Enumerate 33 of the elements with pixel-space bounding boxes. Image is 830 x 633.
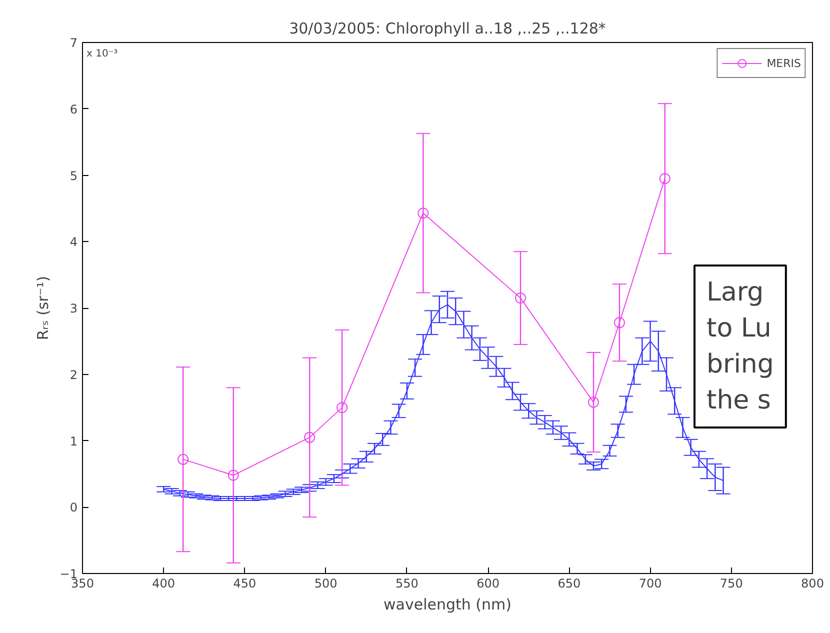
y-tick-label: 3 xyxy=(70,302,78,316)
point xyxy=(304,432,316,443)
x-tick-label: 450 xyxy=(233,576,256,590)
y-tick-label: 7 xyxy=(70,36,78,50)
legend-label: MERIS xyxy=(766,56,801,70)
x-tick-label: 650 xyxy=(558,576,581,590)
point xyxy=(588,396,599,408)
point xyxy=(336,402,348,414)
y-axis-title: Rᵣₛ (sr⁻¹) xyxy=(34,276,52,340)
chart-title: 30/03/2005: Chlorophyll a..18 ,..25 ,..128* xyxy=(289,20,606,38)
y-tick-label: 4 xyxy=(70,235,78,250)
x-axis-title: wavelength (nm) xyxy=(384,596,512,614)
y-tick-label: 6 xyxy=(70,102,78,116)
point xyxy=(178,454,189,465)
x-tick-label: 550 xyxy=(395,576,418,590)
y-tick-label: 0 xyxy=(70,500,78,515)
annotation: x 10⁻³ xyxy=(86,48,118,60)
point xyxy=(228,470,239,481)
x-tick-label: 750 xyxy=(720,576,743,590)
x-tick-label: 600 xyxy=(476,576,500,590)
x-tick-label: 500 xyxy=(314,576,338,590)
y-tick-label: 5 xyxy=(70,168,78,183)
x-tick-label: 350 xyxy=(71,576,94,590)
y-tick-label: 1 xyxy=(70,434,78,448)
annotation: Larg to Lu bring the s xyxy=(706,278,774,416)
x-tick-label: 400 xyxy=(152,576,176,590)
y-tick-label: 2 xyxy=(70,368,78,382)
point xyxy=(659,173,670,184)
x-tick-label: 800 xyxy=(801,576,824,590)
point xyxy=(515,292,526,304)
x-tick-label: 700 xyxy=(638,576,662,590)
point xyxy=(614,317,625,328)
point xyxy=(418,208,429,219)
